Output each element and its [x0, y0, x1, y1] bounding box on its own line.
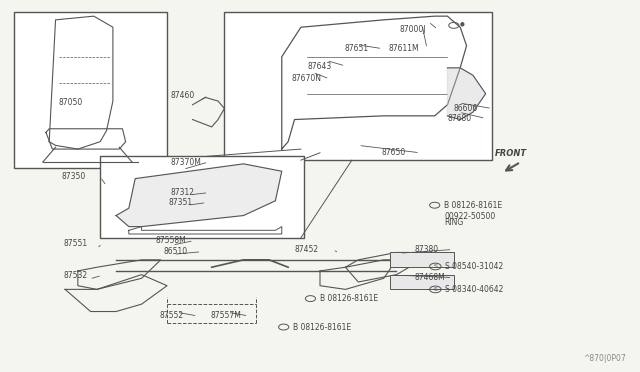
Text: B 08126-8161E: B 08126-8161E [293, 323, 351, 331]
Text: 87611M: 87611M [389, 44, 419, 53]
Text: 87460: 87460 [170, 91, 195, 100]
Text: 87532: 87532 [64, 271, 88, 280]
Text: 87000J: 87000J [399, 25, 426, 34]
Text: B 08126-8161E: B 08126-8161E [320, 294, 378, 303]
Bar [225, 13, 492, 160]
Text: 87370M: 87370M [170, 157, 201, 167]
Polygon shape [447, 68, 486, 119]
Text: 86606: 86606 [454, 104, 478, 113]
Text: 87468M: 87468M [414, 273, 445, 282]
Polygon shape [116, 164, 282, 227]
Text: S 08340-40642: S 08340-40642 [445, 285, 503, 294]
Text: S 08540-31042: S 08540-31042 [445, 262, 503, 271]
Bar [390, 253, 454, 267]
Text: RING: RING [444, 218, 463, 227]
Text: 87552: 87552 [159, 311, 184, 320]
Bar [390, 275, 454, 289]
Text: 87670N: 87670N [291, 74, 321, 83]
Text: 86510: 86510 [163, 247, 188, 256]
Text: 87651: 87651 [344, 44, 369, 53]
Text: 87351: 87351 [168, 198, 193, 207]
Text: 87050: 87050 [59, 98, 83, 107]
Text: 87551: 87551 [64, 239, 88, 248]
Text: 87312: 87312 [170, 188, 195, 197]
Text: S: S [433, 264, 437, 269]
Text: ●: ● [460, 21, 465, 26]
Text: 87650: 87650 [382, 148, 406, 157]
Text: 87680: 87680 [447, 114, 472, 123]
Text: 87643: 87643 [307, 61, 332, 71]
Text: 87380: 87380 [414, 245, 438, 254]
Text: 87557M: 87557M [211, 311, 241, 320]
Text: FRONT: FRONT [495, 149, 527, 158]
Text: B 08126-8161E: B 08126-8161E [444, 201, 502, 210]
Text: 00922-50500: 00922-50500 [444, 212, 495, 221]
Text: 87452: 87452 [294, 245, 319, 254]
Text: 87350: 87350 [62, 172, 86, 181]
Text: 87558M: 87558M [156, 236, 186, 245]
Text: S: S [433, 287, 437, 292]
Text: ^870|0P07: ^870|0P07 [583, 354, 626, 363]
Bar [100, 157, 304, 238]
Bar [14, 13, 167, 167]
